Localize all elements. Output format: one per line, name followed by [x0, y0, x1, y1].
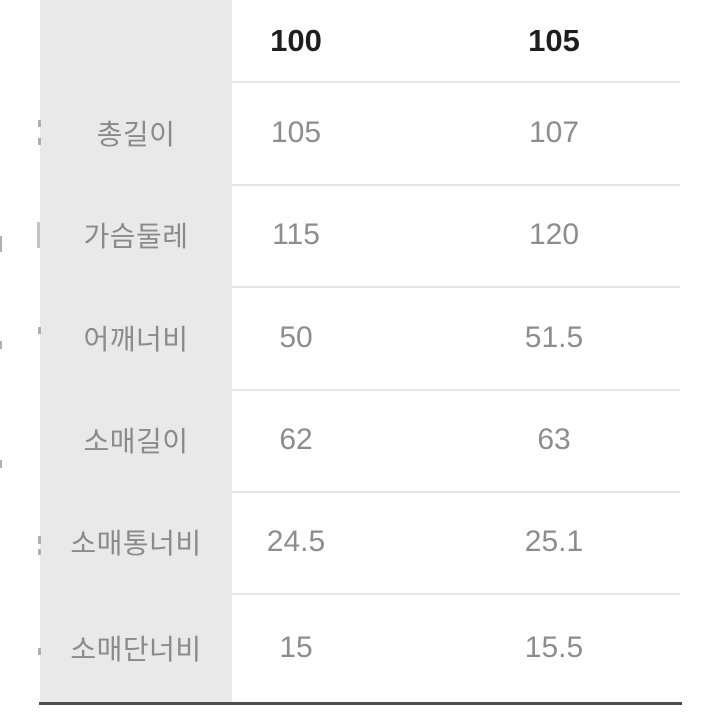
cutoff-text-fragment: [38, 120, 41, 127]
cell-value: 25.1: [524, 525, 584, 558]
cutoff-text-fragment: [38, 648, 41, 655]
row-divider: [232, 286, 680, 288]
size-column-header-100: 100: [270, 23, 322, 58]
table-row: 총길이 105 107: [0, 82, 720, 184]
table-header-row: 100 105: [0, 0, 720, 82]
table-row: 소매길이 62 63: [0, 389, 720, 491]
cell-value: 107: [528, 116, 580, 149]
cutoff-text-fragment: [38, 549, 41, 555]
table-row: 소매통너비 24.5 25.1: [0, 491, 720, 593]
cell-value: 115: [272, 218, 320, 251]
cutoff-text-fragment: [38, 138, 41, 145]
row-label-sleeve-width: 소매통너비: [70, 528, 202, 559]
cell-value: 51.5: [524, 320, 584, 354]
cutoff-text-fragment: [0, 236, 2, 252]
table-row: 소매단너비 15 15.5: [0, 593, 720, 702]
row-divider: [232, 389, 680, 391]
cutoff-text-fragment: [37, 222, 40, 248]
cell-value: 105: [270, 116, 322, 149]
cutoff-text-fragment: [38, 536, 41, 544]
cutoff-text-fragment: [0, 341, 2, 349]
row-label-shoulder: 어깨너비: [83, 323, 189, 355]
cutoff-text-fragment: [38, 327, 41, 334]
cell-value: 24.5: [266, 525, 326, 558]
cell-value: 62: [279, 423, 313, 456]
table-row: 가슴둘레 115 120: [0, 184, 720, 286]
size-column-header-105: 105: [528, 23, 580, 58]
row-label-cuff-width: 소매단너비: [70, 633, 202, 665]
row-divider: [232, 593, 680, 595]
row-label-sleeve-length: 소매길이: [83, 426, 189, 457]
cutoff-text-fragment: [0, 460, 2, 468]
table-row: 어깨너비 50 51.5: [0, 286, 720, 389]
label-column-background: [40, 0, 232, 702]
row-label-chest: 가슴둘레: [83, 221, 189, 252]
row-label-total-length: 총길이: [96, 119, 176, 150]
cell-value: 15: [279, 630, 313, 664]
cell-value: 120: [528, 218, 580, 251]
cell-value: 50: [279, 320, 313, 354]
cell-value: 63: [537, 423, 571, 456]
row-divider: [232, 491, 680, 493]
row-divider: [232, 81, 680, 83]
table-bottom-border: [39, 702, 682, 705]
cell-value: 15.5: [524, 630, 584, 664]
row-divider: [232, 184, 680, 186]
